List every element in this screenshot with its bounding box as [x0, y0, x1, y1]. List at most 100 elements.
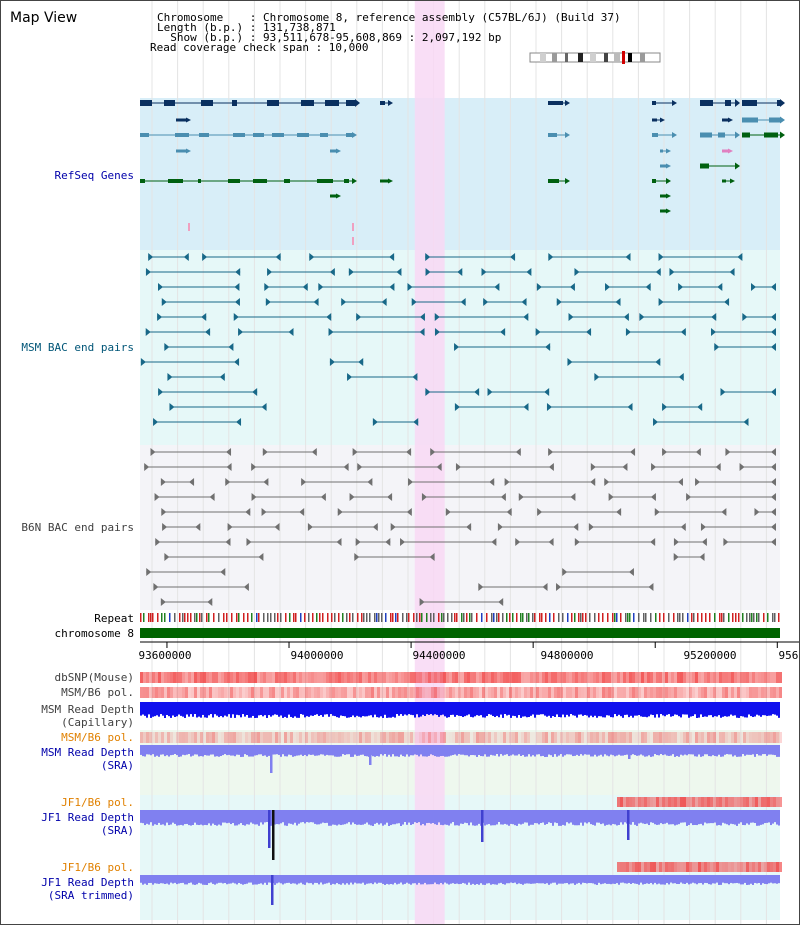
- repeat-element: [655, 613, 657, 622]
- msm-pol-heat-cell: [377, 687, 380, 698]
- jf1-trim-depth-bar: [156, 875, 158, 884]
- jf1-trim-depth-bar: [268, 875, 270, 883]
- dbsnp-heat-cell: [416, 672, 419, 683]
- jf1-sra-depth-bar: [776, 810, 778, 825]
- b6n-bac-end-marker: [673, 538, 679, 546]
- msm-capillary-depth-bar: [292, 702, 294, 718]
- jf1-sra-depth-bar: [686, 810, 688, 826]
- repeat-element: [582, 613, 584, 622]
- msm-capillary-depth-bar: [150, 702, 152, 718]
- msm-capillary-depth-bar: [430, 702, 432, 715]
- msm-capillary-depth-bar: [248, 702, 250, 718]
- jf1-trim-depth-bar: [398, 875, 400, 884]
- msm-pol2-heat-cell: [599, 732, 602, 743]
- msm-pol-heat-cell: [206, 687, 209, 698]
- msm-pol-heat-cell: [284, 687, 287, 698]
- jf1-trim-depth-bar: [680, 875, 682, 883]
- msm-sra-depth-bar: [734, 745, 736, 756]
- gene-exon: [320, 133, 328, 137]
- track-label-b6n-bac[interactable]: B6N BAC end pairs: [21, 521, 134, 534]
- msm-pol2-heat-cell: [554, 732, 557, 743]
- msm-capillary-depth-bar: [302, 702, 304, 715]
- msm-capillary-depth-bar: [730, 702, 732, 715]
- msm-pol-heat-cell: [176, 687, 179, 698]
- jf1-pol-heat-cell: [773, 797, 776, 807]
- msm-capillary-depth-bar: [320, 702, 322, 716]
- msm-sra-depth-bar: [524, 745, 526, 757]
- jf1-sra-depth-bar: [328, 810, 330, 826]
- jf1-trim-depth-bar: [380, 875, 382, 883]
- msm-pol-heat-cell: [221, 687, 224, 698]
- jf1-sra-depth-bar: [768, 810, 770, 823]
- msm-sra-depth-bar: [482, 745, 484, 757]
- msm-pol-heat-cell: [281, 687, 284, 698]
- msm-pol-heat-cell: [293, 687, 296, 698]
- jf1-trim-depth-bar: [326, 875, 328, 884]
- repeat-element: [270, 613, 272, 622]
- repeat-element: [316, 613, 318, 622]
- jf1-trim-depth-bar: [702, 875, 704, 885]
- gene-mark: [352, 223, 354, 231]
- msm-bac-end-marker: [544, 388, 550, 396]
- jf1-sra-depth-bar: [288, 810, 290, 824]
- jf1-trim-depth-bar: [640, 875, 642, 883]
- repeat-element: [701, 613, 703, 622]
- repeat-element: [433, 613, 435, 622]
- repeat-element: [687, 613, 689, 622]
- msm-pol-heat-cell: [662, 687, 665, 698]
- b6n-bac-end-marker: [630, 448, 636, 456]
- msm-pol2-heat-cell: [593, 732, 596, 743]
- jf1-sra-depth-bar: [208, 810, 210, 824]
- msm-pol-heat-cell: [143, 687, 146, 698]
- msm-capillary-depth-bar: [620, 702, 622, 717]
- repeat-element: [723, 613, 725, 622]
- jf1-sra-depth-bar: [436, 810, 438, 825]
- msm-pol-heat-cell: [299, 687, 302, 698]
- msm-pol2-heat-cell: [152, 732, 155, 743]
- jf1-sra-depth-bar: [334, 810, 336, 825]
- msm-pol-heat-cell: [269, 687, 272, 698]
- msm-bac-end-marker: [568, 313, 574, 321]
- msm-bac-end-marker: [326, 313, 332, 321]
- jf1-trim-depth-bar: [602, 875, 604, 884]
- b6n-bac-end-marker: [225, 478, 231, 486]
- jf1-sra-depth-bar: [490, 810, 492, 826]
- jf1-pol2-heat-cell: [773, 862, 776, 872]
- jf1-sra-depth-bar: [666, 810, 668, 823]
- track-label-msm-bac[interactable]: MSM BAC end pairs: [21, 341, 134, 354]
- msm-bac-end-marker: [548, 253, 554, 261]
- msm-capillary-depth-bar: [172, 702, 174, 716]
- msm-sra-depth-bar: [604, 745, 606, 755]
- dbsnp-heat-cell: [740, 672, 743, 683]
- b6n-bac-end-marker: [771, 508, 776, 516]
- b6n-bac-end-marker: [725, 448, 731, 456]
- msm-capillary-depth-bar: [210, 702, 212, 715]
- repeat-element: [553, 613, 555, 622]
- jf1-sra-depth-bar: [470, 810, 472, 823]
- dbsnp-heat-cell: [356, 672, 359, 683]
- msm-sra-depth-bar: [450, 745, 452, 756]
- msm-capillary-depth-bar: [724, 702, 726, 717]
- msm-pol-heat-cell: [401, 687, 404, 698]
- msm-sra-depth-bar: [534, 745, 536, 757]
- msm-capillary-depth-bar: [198, 702, 200, 717]
- msm-capillary-depth-bar: [536, 702, 538, 715]
- msm-bac-end-marker: [158, 388, 164, 396]
- jf1-trim-depth-bar: [308, 875, 310, 884]
- b6n-bac-end-marker: [574, 538, 580, 546]
- gene-mark: [352, 237, 354, 245]
- msm-capillary-depth-bar: [234, 702, 236, 718]
- msm-pol2-heat-cell: [146, 732, 149, 743]
- ideogram-position-marker: [622, 51, 625, 64]
- jf1-pol2-heat-cell: [677, 862, 680, 872]
- repeat-element: [267, 613, 269, 622]
- gene-strand-arrow: [336, 193, 341, 199]
- track-label-refseq[interactable]: RefSeq Genes: [54, 169, 134, 182]
- msm-pol2-heat-cell: [350, 732, 353, 743]
- jf1-trim-depth-bar: [260, 875, 262, 884]
- dbsnp-heat-cell: [308, 672, 311, 683]
- msm-sra-depth-bar: [246, 745, 248, 756]
- msm-capillary-depth-bar: [664, 702, 666, 717]
- msm-capillary-depth-bar: [418, 702, 420, 718]
